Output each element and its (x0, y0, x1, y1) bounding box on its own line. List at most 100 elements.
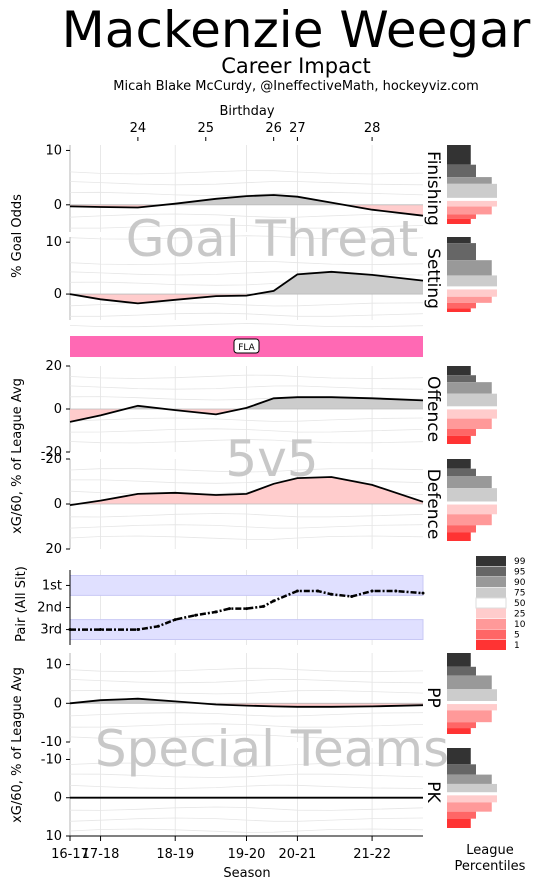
background-curve (69, 784, 424, 789)
hist-bar-75 (447, 275, 497, 287)
panel-label: PP (423, 687, 443, 708)
hist-bar-1 (447, 435, 471, 444)
hist-bar-90 (447, 177, 492, 184)
pair-point (421, 591, 425, 595)
ylabel-special: xG/60, % of League Avg (10, 667, 25, 823)
pair-point (228, 607, 232, 611)
team-label: FLA (238, 343, 255, 353)
legend-swatch-75 (476, 587, 506, 598)
series-line (69, 476, 424, 506)
legend-title-line2: Percentiles (455, 859, 526, 874)
hist-bar-50 (447, 406, 497, 410)
hist-bar-50 (447, 792, 497, 796)
hist-bar-90 (447, 774, 492, 784)
panel-pk: -10 0 10 PK (41, 748, 497, 844)
hist-bar-25 (447, 289, 497, 297)
legend-swatch-90 (476, 577, 506, 587)
hist-bar-90 (447, 260, 492, 276)
area-positive (70, 698, 423, 704)
area-negative (70, 204, 423, 216)
background-curve (69, 513, 424, 518)
pair-point (99, 628, 103, 632)
y-tick-label: 1st (42, 578, 62, 593)
legend-swatch-25 (476, 608, 506, 619)
hist-bar-5 (447, 429, 476, 436)
legend-label-95: 95 (514, 568, 525, 578)
y-tick-label: -20 (41, 445, 62, 460)
birthday-tick-label: 26 (265, 121, 282, 136)
season-tick-label: 19-20 (228, 847, 266, 862)
hist-bar-5 (447, 525, 476, 533)
area-negative (70, 409, 423, 422)
hist-bar-75 (447, 183, 497, 198)
birthday-tick-label: 24 (130, 121, 147, 136)
background-curve (69, 235, 424, 240)
background-curve (69, 468, 424, 473)
background-curve (70, 312, 424, 317)
watermark-goal-threat: Goal Threat (126, 210, 418, 268)
hist-bar-25 (447, 704, 497, 711)
pair-point (173, 618, 177, 622)
pair-point (316, 589, 320, 593)
panel-label: Finishing (423, 151, 443, 226)
pair-point (245, 607, 248, 611)
y-tick-label: 10 (45, 829, 62, 844)
legend-label-5: 5 (514, 631, 520, 641)
y-tick-label: 20 (45, 359, 62, 374)
hist-bar-5 (447, 214, 476, 219)
background-curve (69, 213, 424, 218)
background-curve (69, 374, 424, 379)
legend-title-line1: League (466, 843, 513, 858)
hist-bar-75 (447, 488, 497, 502)
hist-bar-25 (447, 795, 497, 803)
legend-label-50: 50 (514, 599, 526, 609)
chart-subtitle: Career Impact (221, 54, 370, 78)
y-tick-label: 2nd (37, 601, 62, 616)
background-curve (69, 762, 424, 767)
background-curve (69, 428, 424, 433)
y-tick-label: 0 (54, 402, 62, 417)
background-curve (70, 224, 424, 229)
legend-swatch-1 (476, 640, 506, 650)
background-curve (69, 817, 424, 822)
y-tick-label: 0 (54, 198, 62, 213)
hist-bar-1 (447, 532, 471, 541)
y-tick-label: 10 (45, 658, 62, 673)
hist-bar-10 (447, 418, 492, 429)
legend-swatch-95 (476, 566, 506, 577)
hist-bar-50 (447, 701, 497, 705)
birthday-tick-label: 25 (197, 121, 214, 136)
hist-bar-10 (447, 296, 492, 303)
hist-bar-10 (447, 514, 492, 526)
pair-point (136, 628, 140, 632)
hist-bar-10 (447, 206, 492, 215)
hist-bar-5 (447, 722, 476, 729)
hist-bar-75 (447, 783, 497, 793)
birthday-axis-label: Birthday (219, 104, 274, 119)
legend-label-75: 75 (514, 589, 525, 599)
panel-label: PK (423, 781, 443, 803)
panel-defence: -20 0 20 Defence (41, 452, 497, 557)
y-tick-label: 10 (45, 143, 62, 158)
area-negative (70, 477, 423, 504)
y-tick-label: 0 (54, 696, 62, 711)
team-badge (233, 338, 260, 354)
background-curve (69, 828, 424, 833)
hist-bar-99 (447, 748, 471, 765)
season-tick-label: 18-19 (156, 847, 194, 862)
y-tick-label: 0 (54, 287, 62, 302)
pair-point (329, 592, 333, 596)
hist-bar-5 (447, 811, 476, 819)
chart-title: Mackenzie Weegar (62, 1, 531, 59)
panel-setting: 0 10 Setting (45, 235, 497, 328)
area-positive (255, 271, 423, 295)
ylabel-pair: Pair (All Sit) (14, 566, 29, 642)
pair-band-1st (69, 575, 424, 596)
pair-point (295, 589, 299, 593)
background-curve (69, 385, 424, 390)
season-tick-label: 21-22 (353, 847, 391, 862)
y-tick-label: 3rd (40, 623, 62, 638)
y-tick-label: 0 (54, 497, 62, 512)
pair-point (261, 604, 265, 608)
